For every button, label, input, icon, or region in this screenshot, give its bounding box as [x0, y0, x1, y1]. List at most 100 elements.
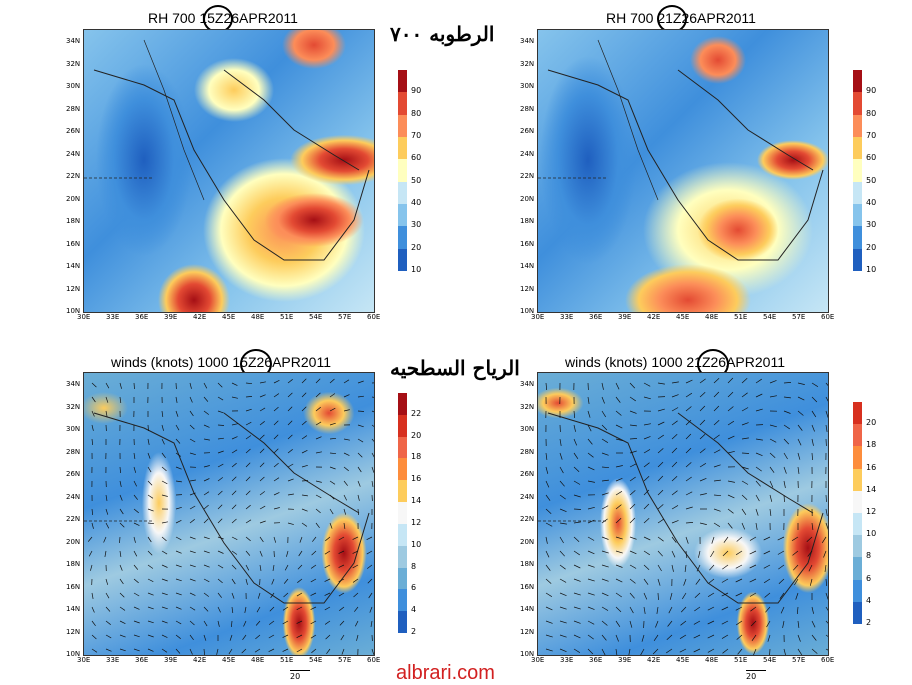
wind-arrow — [269, 635, 274, 638]
wind-arrow — [344, 481, 348, 486]
wind-arrow — [120, 495, 122, 501]
colorbar-label: 2 — [866, 618, 871, 627]
colorbar-segment — [853, 535, 862, 557]
wind-arrow — [148, 537, 151, 542]
wind-arrow — [148, 635, 154, 637]
wind-arrow — [602, 439, 608, 443]
colorbar-segment — [853, 249, 862, 271]
wind-arrow — [672, 505, 678, 509]
wind-arrow — [826, 425, 827, 432]
colorbar-label: 16 — [866, 463, 876, 472]
wind-arrow — [217, 649, 218, 655]
wind-arrow — [218, 565, 223, 568]
wind-arrow — [326, 649, 330, 654]
wind-arrow — [367, 565, 372, 569]
wind-arrow — [176, 607, 182, 609]
wind-arrow — [616, 649, 617, 655]
wind-arrow — [672, 434, 677, 439]
lat-tick-label: 32N — [520, 60, 534, 68]
wind-arrow — [204, 505, 209, 509]
lat-tick-label: 30N — [66, 82, 80, 90]
wind-arrow — [812, 411, 816, 417]
wind-arrow — [546, 453, 547, 460]
lat-tick-label: 22N — [520, 172, 534, 180]
wind-arrow — [655, 621, 658, 628]
wind-arrow — [325, 565, 330, 568]
lat-tick-label: 10N — [66, 650, 80, 658]
wind-arrow — [602, 635, 606, 640]
wind-arrow — [297, 579, 302, 583]
wind-arrow — [784, 467, 786, 474]
lon-tick-label: 57E — [338, 313, 351, 321]
wind-arrow — [602, 397, 605, 404]
wind-arrow — [358, 396, 364, 397]
wind-arrow — [644, 476, 649, 481]
colorbar-segment — [853, 580, 862, 602]
wind-arrow — [232, 565, 236, 569]
wind-arrow — [644, 449, 650, 453]
colorbar-label: 4 — [866, 596, 871, 605]
wind-arrow — [630, 477, 636, 481]
wind-arrow — [162, 537, 167, 541]
wind-arrow — [288, 523, 294, 525]
wind-arrow — [204, 593, 209, 597]
lat-tick-label: 14N — [520, 605, 534, 613]
wind-arrow — [602, 621, 607, 626]
wind-arrow — [546, 621, 553, 623]
wind-arrow — [232, 450, 237, 453]
wind-arrow — [246, 383, 252, 384]
wind-arrow — [274, 508, 280, 510]
wind-arrow — [204, 425, 210, 427]
colorbar-label: 10 — [411, 265, 421, 274]
wind-arrow — [546, 383, 547, 390]
lon-tick-label: 39E — [164, 313, 177, 321]
wind-arrow — [148, 649, 154, 651]
wind-arrow — [616, 383, 619, 389]
wind-arrow — [204, 519, 208, 523]
wind-arrow — [232, 519, 237, 523]
lat-tick-label: 10N — [66, 307, 80, 315]
wind-arrow — [358, 509, 359, 515]
wind-arrow — [630, 551, 636, 554]
wind-arrow — [784, 649, 786, 655]
wind-arrow — [560, 551, 565, 556]
wind-arrow — [812, 425, 815, 432]
colorbar-label: 18 — [411, 452, 421, 461]
wind-arrow — [658, 537, 664, 541]
lat-tick-label: 24N — [520, 493, 534, 501]
wind-arrow — [616, 411, 621, 416]
colorbar-segment — [398, 137, 407, 159]
wind-arrow — [680, 635, 686, 639]
wind-arrow — [134, 467, 136, 473]
wind-arrow — [260, 506, 265, 509]
wind-arrow — [778, 537, 784, 540]
colorbar-label: 50 — [866, 176, 876, 185]
wind-arrow — [602, 537, 609, 540]
wind-arrow — [714, 495, 721, 496]
wind-arrow — [728, 392, 733, 397]
lon-tick-label: 48E — [705, 656, 718, 664]
wind-arrow — [616, 607, 621, 612]
wind-arrow — [728, 495, 734, 498]
wind-arrow — [162, 579, 168, 581]
lat-tick-label: 26N — [66, 470, 80, 478]
wind-arrow — [273, 565, 274, 571]
wind-arrow — [658, 504, 663, 509]
wind-arrow — [770, 380, 777, 383]
wind-arrow — [106, 383, 109, 388]
lat-tick-label: 12N — [66, 285, 80, 293]
lat-tick-label: 28N — [66, 105, 80, 113]
wind-arrow — [686, 537, 688, 544]
wind-arrow — [89, 551, 92, 556]
lon-tick-label: 33E — [106, 656, 119, 664]
wind-arrow — [92, 425, 93, 431]
wind-arrow — [708, 649, 714, 652]
wind-arrow — [218, 505, 222, 509]
wind-arrow — [104, 537, 106, 543]
wind-arrow — [574, 607, 581, 609]
wind-arrow — [784, 382, 791, 383]
lat-tick-label: 20N — [66, 195, 80, 203]
wind-arrow — [750, 579, 756, 582]
wind-arrow — [325, 607, 330, 610]
wind-arrow — [756, 495, 759, 501]
